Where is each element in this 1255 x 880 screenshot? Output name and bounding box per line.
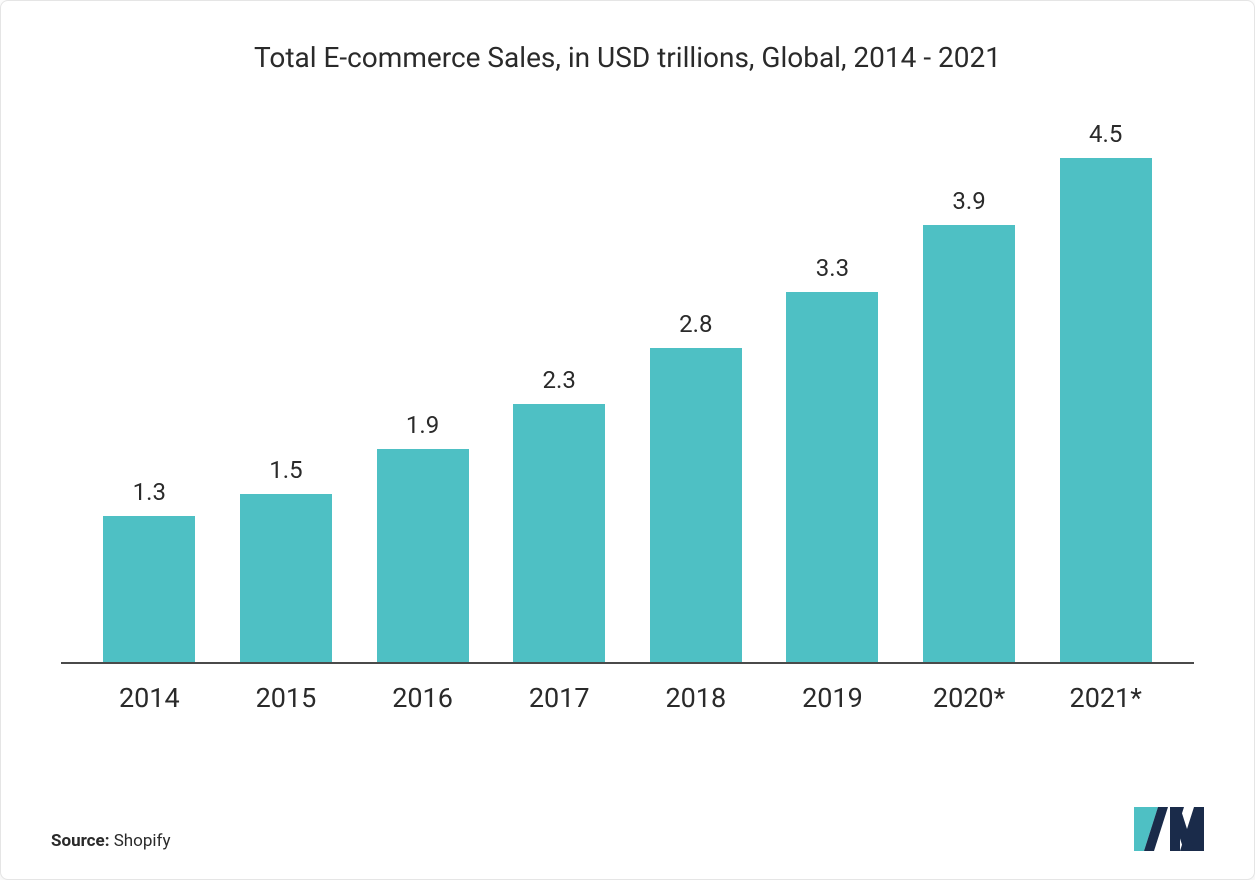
source-prefix: Source: bbox=[51, 831, 109, 851]
chart-card: Total E-commerce Sales, in USD trillions… bbox=[0, 0, 1255, 880]
x-axis-label: 2021* bbox=[1037, 682, 1174, 714]
bar bbox=[240, 494, 332, 662]
bar-value-label: 1.9 bbox=[406, 411, 439, 439]
bar bbox=[786, 292, 878, 662]
bar-slot: 2.8 bbox=[628, 104, 765, 662]
x-axis-label: 2014 bbox=[81, 682, 218, 714]
bar-value-label: 2.3 bbox=[543, 366, 576, 394]
x-axis-label: 2016 bbox=[354, 682, 491, 714]
x-axis-labels: 2014201520162017201820192020*2021* bbox=[61, 664, 1194, 714]
bar-slot: 2.3 bbox=[491, 104, 628, 662]
x-axis-label: 2019 bbox=[764, 682, 901, 714]
bars-container: 1.3 1.5 1.9 2.3 2.8 3.3 3.9 4.5 bbox=[61, 104, 1194, 662]
source-attribution: Source: Shopify bbox=[51, 831, 171, 851]
chart-footer: Source: Shopify bbox=[51, 807, 1204, 851]
bar-value-label: 3.3 bbox=[816, 254, 849, 282]
x-axis-label: 2020* bbox=[901, 682, 1038, 714]
bar-slot: 1.9 bbox=[354, 104, 491, 662]
bar-value-label: 1.5 bbox=[269, 456, 302, 484]
bar bbox=[1060, 158, 1152, 662]
bar bbox=[923, 225, 1015, 662]
bar bbox=[513, 404, 605, 662]
bar-slot: 3.9 bbox=[901, 104, 1038, 662]
chart-title: Total E-commerce Sales, in USD trillions… bbox=[51, 41, 1204, 74]
x-axis-label: 2018 bbox=[628, 682, 765, 714]
bar bbox=[377, 449, 469, 662]
chart-area: 1.31.51.92.32.83.33.94.5 201420152016201… bbox=[51, 104, 1204, 724]
bar bbox=[103, 516, 195, 662]
source-name: Shopify bbox=[114, 831, 171, 851]
bar-slot: 3.3 bbox=[764, 104, 901, 662]
brand-logo-icon bbox=[1134, 807, 1204, 851]
x-axis-label: 2015 bbox=[218, 682, 355, 714]
bar-value-label: 1.3 bbox=[133, 478, 166, 506]
bar-value-label: 3.9 bbox=[952, 187, 985, 215]
plot-region: 1.3 1.5 1.9 2.3 2.8 3.3 3.9 4.5 bbox=[61, 104, 1194, 664]
bar-value-label: 4.5 bbox=[1089, 120, 1122, 148]
bar-slot: 1.3 bbox=[81, 104, 218, 662]
bar-slot: 1.5 bbox=[218, 104, 355, 662]
bar-slot: 4.5 bbox=[1037, 104, 1174, 662]
bar-value-label: 2.8 bbox=[679, 310, 712, 338]
x-axis-label: 2017 bbox=[491, 682, 628, 714]
bar bbox=[650, 348, 742, 662]
